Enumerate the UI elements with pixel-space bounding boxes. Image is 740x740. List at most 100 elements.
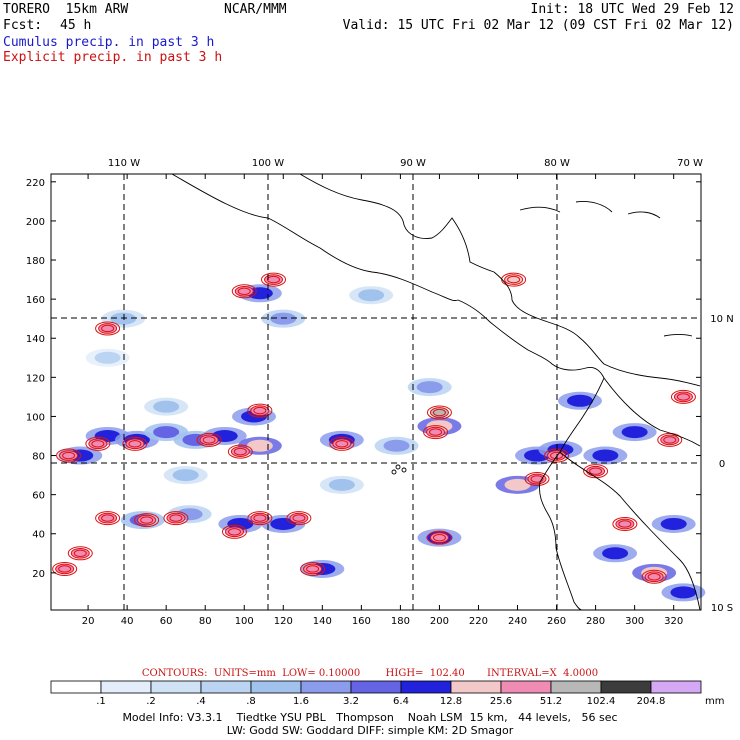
cumulus-cell-26 (270, 312, 297, 325)
explicit-contour-4-2 (227, 444, 253, 459)
explicit-contour-16-2 (221, 524, 247, 539)
cumulus-cell-30 (153, 400, 180, 413)
galapagos-1 (395, 464, 401, 470)
explicit-contour-23-2 (524, 472, 550, 487)
explicit-contour-0-1 (59, 450, 79, 461)
x-tick-label-320: 320 (664, 616, 683, 627)
colorbar-swatch-10 (550, 680, 602, 694)
colorbar-swatch-7 (400, 680, 452, 694)
explicit-contour-6-0 (335, 440, 349, 448)
colorbar-swatch-0 (50, 680, 102, 694)
coastline-south-america (539, 377, 605, 611)
x-tick-label-240: 240 (508, 616, 527, 627)
cumulus-cell-23 (602, 547, 629, 560)
x-tick-label-100: 100 (235, 616, 254, 627)
cumulus-cell-16 (621, 426, 648, 439)
y-tick-label-220: 220 (26, 178, 45, 189)
explicit-contour-1-0 (91, 440, 105, 448)
lat-label-1: 0 (719, 459, 725, 470)
x-tick-label-180: 180 (391, 616, 410, 627)
colorbar-label-0: .1 (96, 696, 106, 707)
explicit-contour-6-1 (332, 438, 352, 450)
colorbar-swatch-5 (300, 680, 352, 694)
y-tick-label-140: 140 (26, 334, 45, 345)
explicit-contour-8-0 (432, 408, 446, 417)
x-tick-label-140: 140 (313, 616, 332, 627)
explicit-contour-8-2 (426, 405, 452, 420)
explicit-contour-14-2 (134, 513, 160, 528)
longitude-labels: 110 W 100 W 90 W 80 W 70 W (108, 158, 703, 169)
y-tick-label-160: 160 (26, 295, 45, 306)
explicit-contour-28-0 (676, 393, 690, 401)
org-label: NCAR/MMM (224, 2, 287, 17)
colorbar-swatch-1 (100, 680, 152, 694)
cumulus-cell-29 (383, 439, 410, 452)
explicit-contour-20-1 (429, 532, 449, 544)
x-axis-ticks: 20 40 60 80 100 120 140 160 180 200 220 240 260 280 30… (82, 174, 683, 627)
cumulus-cell-3 (153, 426, 180, 439)
coastline-gulf (299, 173, 495, 273)
explicit-contour-18-1 (289, 512, 309, 524)
explicit-contour-15-2 (163, 511, 189, 526)
explicit-contour-10-1 (234, 285, 254, 297)
y-tick-label-200: 200 (26, 217, 45, 228)
cumulus-cell-34 (660, 517, 687, 530)
y-tick-label-100: 100 (26, 412, 45, 423)
x-tick-label-80: 80 (199, 616, 212, 627)
explicit-contour-8-1 (429, 407, 449, 418)
cumulus-cell-27 (110, 312, 137, 325)
explicit-contour-21-2 (52, 561, 78, 576)
y-tick-label-40: 40 (32, 530, 45, 541)
init-time: Init: 18 UTC Wed 29 Feb 12 (530, 2, 735, 17)
explicit-contour-17-2 (247, 511, 273, 526)
cumulus-cell-35 (670, 586, 697, 599)
explicit-contour-17-0 (253, 514, 267, 522)
explicit-contour-9-2 (95, 321, 121, 336)
lon-label-4: 70 W (677, 158, 703, 169)
explicit-contour-5-0 (253, 406, 267, 415)
colorbar-swatch-11 (600, 680, 652, 694)
y-tick-label-80: 80 (32, 452, 45, 463)
explicit-contour-0-0 (62, 451, 76, 460)
explicit-contour-26-2 (612, 516, 638, 531)
explicit-contour-22-0 (73, 549, 87, 558)
explicit-contour-1-1 (88, 438, 108, 450)
explicit-contour-26-0 (618, 520, 632, 528)
explicit-contour-14-1 (137, 514, 157, 526)
explicit-contour-3-1 (199, 434, 219, 446)
explicit-contour-20-2 (426, 530, 452, 545)
forecast-hour: 45 h (60, 18, 92, 33)
x-tick-label-260: 260 (547, 616, 566, 627)
galapagos-3 (391, 469, 397, 475)
explicit-contour-25-0 (589, 467, 603, 475)
colorbar-label-4: 1.6 (293, 696, 309, 707)
model-info-line-2: LW: Godd SW: Goddard DIFF: simple KM: 2D… (226, 724, 514, 737)
explicit-contour-16-1 (224, 526, 244, 538)
coastline-caribbean-islands (519, 201, 693, 337)
explicit-legend: Explicit precip. in past 3 h (3, 50, 223, 65)
explicit-contour-9-1 (98, 323, 118, 334)
explicit-contour-27-2 (641, 569, 667, 584)
explicit-contour-18-0 (292, 514, 306, 522)
cumulus-cell-31 (94, 351, 121, 364)
coastline-mexico (171, 173, 459, 301)
colorbar-label-11: 204.8 (637, 696, 666, 707)
y-axis-ticks: 20 40 60 80 100 120 140 160 180 200 220 (26, 178, 701, 580)
colorbar-label-7: 12.8 (440, 696, 462, 707)
y-tick-label-120: 120 (26, 373, 45, 384)
explicit-contour-28-1 (673, 391, 693, 403)
explicit-contour-10-0 (237, 287, 251, 296)
explicit-contour-5-1 (250, 405, 270, 416)
forecast-label: Fcst: (3, 18, 43, 33)
explicit-contour-3-2 (196, 432, 222, 447)
explicit-contour-19-1 (303, 563, 323, 575)
colorbar-label-2: .4 (196, 696, 206, 707)
explicit-contour-14-0 (140, 516, 154, 524)
explicit-contour-28-2 (670, 389, 696, 404)
explicit-contour-23-1 (527, 473, 547, 485)
explicit-contour-23-0 (530, 475, 544, 483)
x-tick-label-220: 220 (469, 616, 488, 627)
explicit-contour-0-2 (56, 448, 82, 463)
explicit-contour-22-2 (67, 546, 93, 561)
